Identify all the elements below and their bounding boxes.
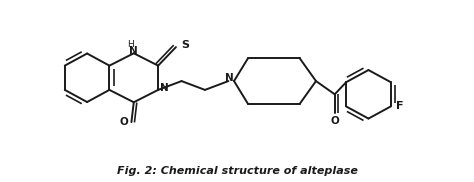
Text: H: H [128, 40, 134, 49]
Text: N: N [129, 46, 138, 56]
Text: Fig. 2: Chemical structure of alteplase: Fig. 2: Chemical structure of alteplase [117, 166, 357, 176]
Text: N: N [225, 73, 234, 83]
Text: S: S [181, 40, 189, 50]
Text: O: O [330, 116, 339, 126]
Text: O: O [119, 117, 128, 127]
Text: F: F [396, 101, 404, 110]
Text: N: N [160, 83, 169, 93]
